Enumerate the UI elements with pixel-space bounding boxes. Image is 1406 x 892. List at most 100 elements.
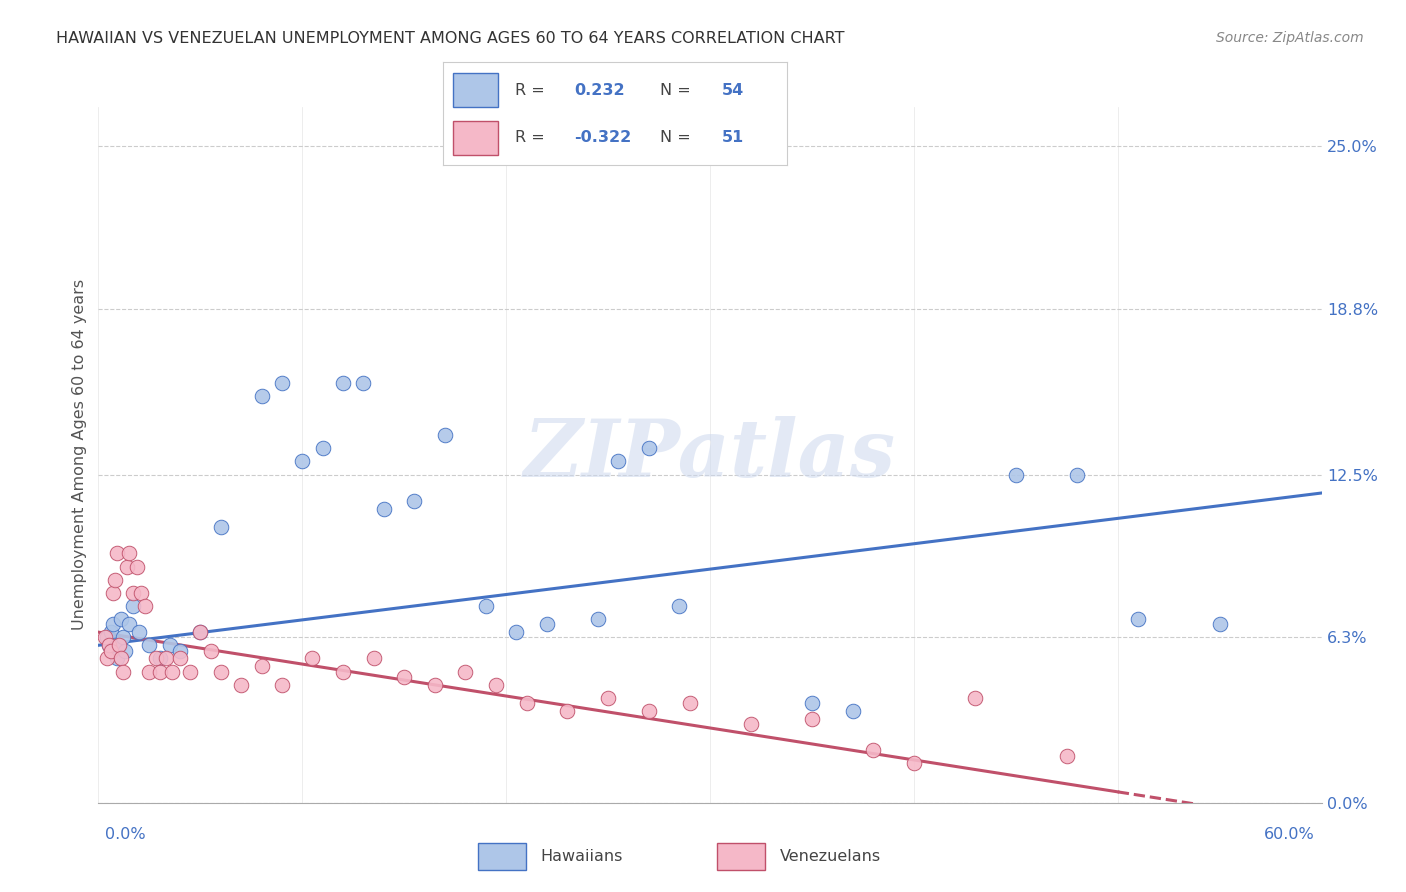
Point xyxy=(1004,467,1026,482)
Point xyxy=(111,665,134,679)
Point xyxy=(363,651,385,665)
Point xyxy=(104,573,127,587)
Point xyxy=(209,520,232,534)
Point xyxy=(129,586,152,600)
Point xyxy=(97,638,120,652)
Point xyxy=(586,612,609,626)
Text: -0.322: -0.322 xyxy=(574,130,631,145)
Point xyxy=(841,704,863,718)
Point xyxy=(104,638,127,652)
Point xyxy=(100,625,122,640)
Point xyxy=(862,743,884,757)
Point xyxy=(250,659,273,673)
Point xyxy=(108,638,131,652)
Point xyxy=(1056,748,1078,763)
Point xyxy=(145,651,167,665)
Point xyxy=(903,756,925,771)
Point xyxy=(122,586,145,600)
Text: R =: R = xyxy=(515,130,550,145)
Point xyxy=(474,599,498,613)
Point xyxy=(607,454,630,468)
FancyBboxPatch shape xyxy=(717,843,765,870)
Point xyxy=(404,494,426,508)
Text: 54: 54 xyxy=(721,83,744,97)
Text: 51: 51 xyxy=(721,130,744,145)
Point xyxy=(108,638,131,652)
Point xyxy=(373,501,395,516)
Point xyxy=(118,617,141,632)
Point xyxy=(110,651,132,665)
Point xyxy=(1128,612,1150,626)
FancyBboxPatch shape xyxy=(478,843,526,870)
Point xyxy=(160,665,183,679)
Point xyxy=(596,690,619,705)
Point xyxy=(169,643,191,657)
Point xyxy=(105,546,128,560)
Point xyxy=(423,678,446,692)
Point xyxy=(111,631,134,645)
Point xyxy=(188,625,212,640)
FancyBboxPatch shape xyxy=(453,73,498,106)
Point xyxy=(250,389,273,403)
Point xyxy=(100,643,122,657)
Point xyxy=(159,638,181,652)
Point xyxy=(149,665,172,679)
Point xyxy=(118,546,141,560)
Point xyxy=(352,376,374,390)
Y-axis label: Unemployment Among Ages 60 to 64 years: Unemployment Among Ages 60 to 64 years xyxy=(72,279,87,631)
Text: N =: N = xyxy=(659,130,696,145)
Point xyxy=(188,625,212,640)
Point xyxy=(638,704,661,718)
Text: 0.0%: 0.0% xyxy=(105,827,146,841)
Text: N =: N = xyxy=(659,83,696,97)
Text: R =: R = xyxy=(515,83,550,97)
Point xyxy=(516,696,538,710)
Text: 0.232: 0.232 xyxy=(574,83,624,97)
Text: 60.0%: 60.0% xyxy=(1264,827,1315,841)
FancyBboxPatch shape xyxy=(453,121,498,155)
Point xyxy=(270,376,294,390)
Point xyxy=(679,696,702,710)
Point xyxy=(392,670,416,684)
Point xyxy=(169,651,191,665)
Point xyxy=(231,678,253,692)
Text: ZIPatlas: ZIPatlas xyxy=(524,417,896,493)
Point xyxy=(200,643,222,657)
Point xyxy=(128,625,150,640)
Point xyxy=(1066,467,1088,482)
Point xyxy=(801,696,824,710)
Text: Source: ZipAtlas.com: Source: ZipAtlas.com xyxy=(1216,31,1364,45)
Point xyxy=(505,625,527,640)
Point xyxy=(638,442,661,456)
Point xyxy=(301,651,323,665)
Point xyxy=(96,631,118,645)
Point xyxy=(291,454,314,468)
Point xyxy=(96,651,118,665)
Point xyxy=(110,612,132,626)
Point xyxy=(536,617,558,632)
Point xyxy=(965,690,987,705)
Point xyxy=(97,638,120,652)
Point xyxy=(101,617,124,632)
Point xyxy=(105,651,128,665)
Point xyxy=(332,376,354,390)
Point xyxy=(149,651,172,665)
Point xyxy=(557,704,579,718)
Point xyxy=(114,643,136,657)
Point xyxy=(101,586,124,600)
Point xyxy=(668,599,690,613)
Point xyxy=(155,651,177,665)
Text: Hawaiians: Hawaiians xyxy=(540,849,623,863)
Point xyxy=(179,665,201,679)
Point xyxy=(454,665,477,679)
Point xyxy=(122,599,145,613)
Point xyxy=(209,665,232,679)
Point xyxy=(138,638,160,652)
Text: Venezuelans: Venezuelans xyxy=(779,849,880,863)
Point xyxy=(93,631,115,645)
Text: HAWAIIAN VS VENEZUELAN UNEMPLOYMENT AMONG AGES 60 TO 64 YEARS CORRELATION CHART: HAWAIIAN VS VENEZUELAN UNEMPLOYMENT AMON… xyxy=(56,31,845,46)
Point xyxy=(127,559,149,574)
Point xyxy=(312,442,335,456)
Point xyxy=(1208,617,1232,632)
Point xyxy=(740,717,762,731)
